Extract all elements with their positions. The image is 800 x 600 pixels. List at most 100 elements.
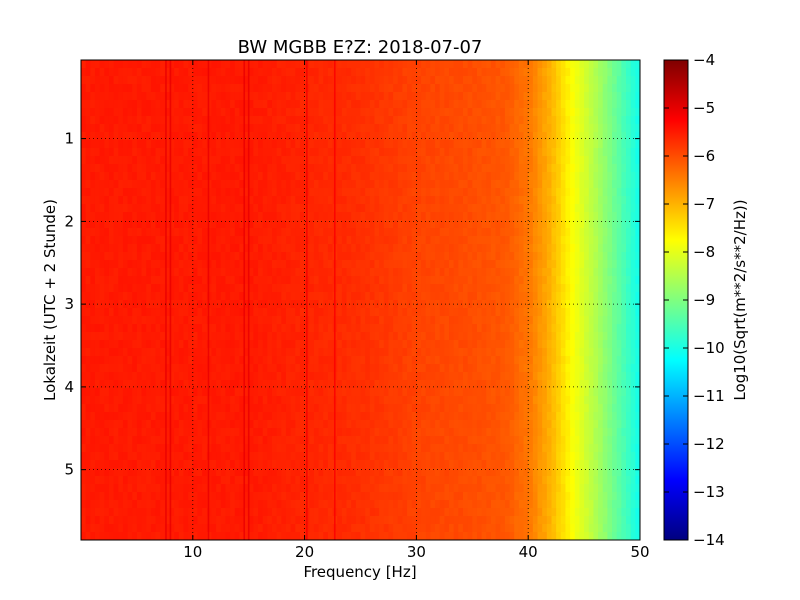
heatmap-cell	[537, 324, 543, 333]
heatmap-cell	[85, 348, 91, 357]
heatmap-cell	[104, 332, 110, 341]
heatmap-cell	[267, 236, 273, 245]
heatmap-cell	[202, 324, 208, 333]
heatmap-cell	[211, 316, 217, 325]
heatmap-cell	[258, 356, 264, 365]
heatmap-cell	[453, 308, 459, 317]
heatmap-cell	[355, 140, 362, 149]
heatmap-cell	[462, 276, 469, 285]
heatmap-cell	[178, 156, 185, 165]
heatmap-cell	[281, 132, 287, 141]
heatmap-cell	[612, 228, 618, 237]
heatmap-cell	[565, 180, 571, 189]
heatmap-cell	[244, 180, 250, 189]
heatmap-cell	[178, 284, 185, 293]
heatmap-cell	[104, 124, 110, 133]
heatmap-cell	[490, 124, 497, 133]
heatmap-cell	[127, 292, 133, 301]
heatmap-cell	[393, 108, 399, 117]
heatmap-cell	[81, 380, 87, 389]
heatmap-cell	[584, 380, 590, 389]
heatmap-cell	[285, 284, 292, 293]
heatmap-cell	[122, 204, 129, 213]
heatmap-cell	[532, 220, 539, 229]
heatmap-cell	[90, 116, 96, 125]
heatmap-cell	[407, 100, 413, 109]
heatmap-cell	[285, 252, 292, 261]
heatmap-cell	[104, 356, 110, 365]
heatmap-cell	[253, 276, 259, 285]
heatmap-cell	[379, 236, 385, 245]
heatmap-cell	[281, 372, 287, 381]
heatmap-cell	[593, 380, 599, 389]
heatmap-cell	[346, 156, 352, 165]
heatmap-cell	[239, 220, 245, 229]
heatmap-cell	[393, 76, 399, 85]
heatmap-cell	[458, 132, 464, 141]
heatmap-cell	[230, 124, 236, 133]
heatmap-cell	[81, 324, 87, 333]
heatmap-cell	[490, 116, 497, 125]
heatmap-cell	[397, 244, 404, 253]
heatmap-cell	[309, 292, 315, 301]
heatmap-cell	[81, 260, 87, 269]
heatmap-cell	[481, 76, 487, 85]
heatmap-cell	[276, 284, 282, 293]
heatmap-cell	[178, 180, 185, 189]
heatmap-cell	[178, 292, 185, 301]
heatmap-cell	[542, 92, 548, 101]
heatmap-cell	[397, 292, 404, 301]
heatmap-cell	[337, 132, 343, 141]
heatmap-cell	[234, 252, 240, 261]
heatmap-cell	[560, 316, 567, 325]
heatmap-cell	[164, 388, 171, 397]
heatmap-cell	[216, 156, 222, 165]
heatmap-cell	[309, 332, 315, 341]
heatmap-cell	[383, 188, 390, 197]
heatmap-cell	[490, 324, 497, 333]
heatmap-cell	[495, 196, 501, 205]
heatmap-cell	[602, 188, 608, 197]
heatmap-cell	[421, 268, 427, 277]
heatmap-cell	[546, 196, 553, 205]
heatmap-cell	[318, 148, 324, 157]
heatmap-cell	[164, 220, 171, 229]
heatmap-cell	[607, 204, 613, 213]
heatmap-cell	[216, 276, 222, 285]
heatmap-cell	[99, 92, 105, 101]
heatmap-cell	[285, 84, 292, 93]
heatmap-cell	[169, 92, 175, 101]
heatmap-cell	[183, 124, 189, 133]
heatmap-cell	[551, 204, 557, 213]
heatmap-cell	[108, 348, 115, 357]
heatmap-cell	[518, 332, 525, 341]
heatmap-cell	[467, 220, 473, 229]
heatmap-cell	[164, 204, 171, 213]
heatmap-cell	[295, 276, 301, 285]
heatmap-cell	[421, 76, 427, 85]
heatmap-cell	[570, 284, 576, 293]
heatmap-cell	[290, 356, 296, 365]
heatmap-cell	[393, 220, 399, 229]
heatmap-cell	[81, 156, 87, 165]
heatmap-cell	[393, 284, 399, 293]
heatmap-cell	[630, 148, 636, 157]
heatmap-cell	[216, 284, 222, 293]
heatmap-cell	[299, 268, 306, 277]
heatmap-cell	[318, 156, 324, 165]
heatmap-cell	[421, 388, 427, 397]
heatmap-cell	[202, 124, 208, 133]
heatmap-cell	[276, 204, 282, 213]
heatmap-cell	[211, 332, 217, 341]
heatmap-cell	[421, 84, 427, 93]
heatmap-cell	[99, 172, 105, 181]
heatmap-cell	[458, 324, 464, 333]
heatmap-cell	[351, 92, 357, 101]
heatmap-cell	[136, 260, 143, 269]
heatmap-cell	[495, 380, 501, 389]
heatmap-cell	[369, 204, 376, 213]
heatmap-cell	[178, 324, 185, 333]
heatmap-cell	[94, 388, 101, 397]
heatmap-cell	[323, 172, 329, 181]
heatmap-cell	[365, 148, 371, 157]
